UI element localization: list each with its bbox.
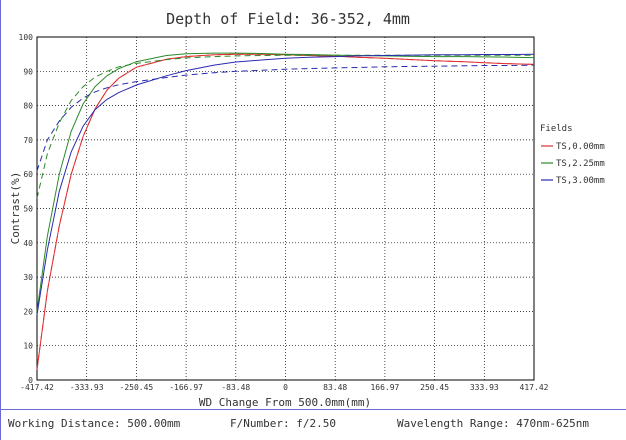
- legend-title: Fields: [540, 124, 573, 134]
- y-tick-label: 80: [23, 102, 33, 111]
- x-tick-label: -83.48: [221, 383, 250, 392]
- y-tick-labels: 0 10 20 30 40 50 60 70 80 90 100: [19, 33, 34, 385]
- x-tick-label: 333.93: [470, 383, 499, 392]
- window-left-border: [0, 0, 1, 440]
- wavelength-range-label: Wavelength Range: 470nm-625nm: [397, 417, 590, 430]
- y-tick-label: 100: [19, 33, 34, 42]
- series-line-6: [36, 64, 535, 171]
- x-tick-labels: -417.42 -333.93 -250.45 -166.97 -83.48 0 83.48…: [20, 383, 548, 392]
- series-line-5: [36, 53, 535, 315]
- legend-label: TS,3.00mm: [556, 176, 605, 186]
- y-tick-label: 10: [23, 342, 33, 351]
- x-tick-label: 83.48: [323, 383, 347, 392]
- x-tick-label: -333.93: [70, 383, 104, 392]
- series-line-3: [36, 52, 535, 312]
- x-tick-label: 0: [283, 383, 288, 392]
- y-tick-label: 40: [23, 239, 33, 248]
- x-axis-label: WD Change From 500.0mm(mm): [199, 396, 371, 409]
- dof-chart: Depth of Field: 36-352, 4mm -417.42 -333.…: [9, 10, 605, 409]
- working-distance-label: Working Distance: 500.00mm: [8, 417, 181, 430]
- y-tick-label: 70: [23, 136, 33, 145]
- series-lines: [36, 52, 535, 370]
- x-tick-label: 166.97: [370, 383, 399, 392]
- series-line-1: [36, 53, 535, 370]
- legend-label: TS,0.00mm: [556, 142, 605, 152]
- footer-divider: [0, 409, 626, 410]
- legend: Fields TS,0.00mm TS,2.25mm TS,3.00mm: [540, 124, 605, 186]
- x-tick-label: 250.45: [420, 383, 449, 392]
- chart-title: Depth of Field: 36-352, 4mm: [166, 10, 410, 28]
- x-tick-label: -417.42: [20, 383, 54, 392]
- y-tick-label: 90: [23, 67, 33, 76]
- y-axis-label: Contrast(%): [9, 172, 22, 245]
- x-tick-label: 417.42: [520, 383, 549, 392]
- x-tick-label: -250.45: [120, 383, 154, 392]
- y-tick-label: 30: [23, 273, 33, 282]
- plot-area-border: [36, 36, 535, 381]
- y-tick-label: 20: [23, 307, 33, 316]
- y-tick-label: 50: [23, 205, 33, 214]
- y-tick-label: 0: [28, 376, 33, 385]
- f-number-label: F/Number: f/2.50: [230, 417, 336, 430]
- x-tick-label: -166.97: [169, 383, 203, 392]
- grid: [37, 37, 534, 380]
- legend-label: TS,2.25mm: [556, 159, 605, 169]
- y-tick-label: 60: [23, 170, 33, 179]
